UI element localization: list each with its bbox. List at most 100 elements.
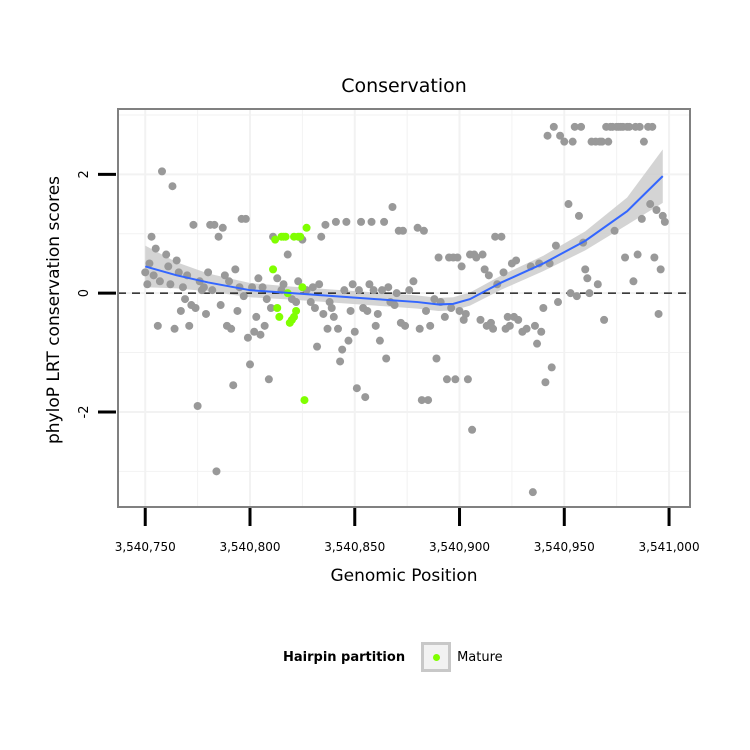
data-point	[168, 182, 177, 191]
data-point	[660, 217, 669, 226]
smooth-trend-line	[144, 175, 664, 306]
data-point	[193, 402, 202, 411]
data-point	[329, 312, 338, 321]
data-point	[497, 232, 506, 241]
data-point	[319, 309, 328, 318]
data-point	[598, 137, 606, 146]
data-point	[514, 315, 523, 324]
data-point	[225, 277, 234, 286]
data-point	[365, 280, 374, 289]
data-point	[568, 137, 577, 146]
data-point	[635, 122, 644, 131]
data-point-mature	[302, 223, 311, 232]
data-point	[639, 137, 648, 146]
data-point	[361, 393, 370, 402]
data-point	[204, 268, 213, 277]
data-point	[158, 167, 166, 176]
data-point	[336, 357, 345, 366]
data-point	[331, 217, 340, 226]
data-point	[216, 301, 225, 310]
data-point	[199, 283, 208, 292]
data-point	[570, 122, 579, 131]
data-point	[484, 271, 493, 280]
data-point	[610, 226, 619, 235]
data-point	[489, 324, 498, 333]
data-point	[145, 259, 154, 268]
data-point	[654, 309, 663, 318]
y-tick-label: 2	[77, 170, 92, 178]
data-point-mature	[271, 235, 280, 244]
data-point	[478, 250, 487, 259]
data-point	[415, 324, 424, 333]
data-point	[279, 280, 288, 289]
x-tick-label: 3,540,850	[324, 540, 385, 554]
x-tick-label: 3,540,800	[219, 540, 280, 554]
data-point	[254, 274, 263, 283]
data-point	[317, 232, 326, 241]
y-tick-label: 0	[77, 289, 92, 297]
data-point	[373, 309, 382, 318]
data-point	[432, 354, 441, 363]
data-point	[457, 262, 466, 271]
data-point	[461, 309, 470, 318]
data-point	[260, 321, 269, 330]
data-point	[648, 122, 657, 131]
data-point	[250, 327, 259, 336]
data-point	[413, 223, 422, 232]
data-point	[243, 333, 252, 342]
y-axis: -2 0 2	[77, 170, 116, 418]
data-point	[499, 268, 508, 277]
data-point	[350, 327, 359, 336]
data-point	[214, 232, 223, 241]
data-point	[292, 298, 301, 307]
data-point	[342, 217, 351, 226]
data-point	[480, 265, 489, 274]
data-point	[185, 321, 194, 330]
data-point	[468, 425, 477, 434]
data-point	[583, 274, 592, 283]
data-point	[378, 286, 386, 295]
data-point	[566, 289, 575, 298]
data-point	[334, 324, 342, 333]
data-point	[600, 315, 609, 324]
data-point	[442, 375, 451, 384]
data-point	[625, 122, 634, 131]
data-point-mature	[273, 304, 282, 312]
data-point	[409, 277, 418, 286]
data-point	[220, 271, 229, 280]
data-point	[315, 280, 324, 289]
legend: Hairpin partition Mature	[283, 638, 503, 676]
data-point-mature	[292, 306, 301, 315]
data-point	[323, 324, 332, 333]
data-point	[357, 217, 366, 226]
data-point	[577, 122, 586, 131]
data-point	[344, 336, 353, 345]
data-point	[390, 301, 399, 310]
data-point-mature	[296, 232, 305, 241]
data-point	[476, 315, 485, 324]
data-point	[210, 220, 219, 229]
data-point	[547, 363, 556, 372]
plot-border	[117, 108, 691, 508]
data-point	[581, 265, 590, 274]
data-point	[147, 232, 156, 241]
data-point	[338, 345, 347, 354]
data-point	[246, 360, 254, 369]
data-point	[392, 289, 401, 298]
data-point	[472, 253, 481, 262]
data-point	[417, 396, 426, 405]
data-point	[528, 488, 537, 497]
x-axis-label: Genomic Position	[330, 566, 477, 586]
data-point	[155, 277, 164, 286]
data-point	[191, 304, 200, 312]
data-point	[208, 286, 217, 295]
points-mature	[269, 223, 311, 405]
data-point	[346, 306, 355, 315]
data-point	[176, 306, 185, 315]
data-point-mature	[281, 232, 290, 241]
data-point	[258, 283, 267, 292]
data-point	[549, 122, 558, 131]
data-point	[348, 280, 357, 289]
y-axis-label: phyloP LRT conservation scores	[44, 176, 64, 444]
